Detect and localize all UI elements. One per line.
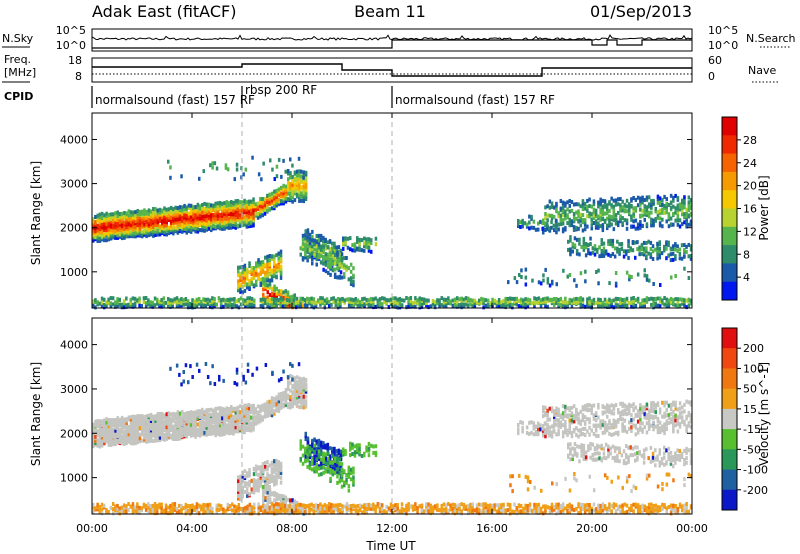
colorbar-tick-label: 100: [743, 362, 764, 375]
cpid-segment-label: normalsound (fast) 157 RF: [95, 93, 255, 107]
nsearch-label: N.Search: [746, 32, 796, 45]
colorbar-swatch: [722, 226, 737, 246]
colorbar-swatch: [722, 153, 737, 173]
noise-left-tick-top: 10^5: [56, 24, 86, 37]
x-tick-label: 08:00: [276, 522, 308, 535]
colorbar-swatch: [722, 281, 737, 301]
colorbar-tick-label: -100: [743, 464, 768, 477]
y-tick-label: 3000: [60, 178, 88, 191]
y-tick-label: 4000: [60, 339, 88, 352]
noise-sky-line: [91, 34, 693, 41]
colorbar-swatch: [722, 190, 737, 209]
freq-left-tick-bottom: 8: [75, 70, 82, 83]
x-axis-label: Time UT: [365, 539, 416, 553]
nsky-label: N.Sky: [2, 32, 34, 45]
colorbar-tick-label: 8: [743, 248, 750, 261]
colorbar-swatch: [722, 117, 737, 136]
freq-line: [92, 63, 692, 77]
velocity-colorbar-frame: [721, 327, 738, 511]
cpid-segment-label: normalsound (fast) 157 RF: [395, 93, 555, 107]
beam-label: Beam 11: [354, 2, 426, 21]
x-tick-label: 00:00: [676, 522, 708, 535]
colorbar-tick-label: 12: [743, 225, 757, 238]
cpid-label: CPID: [4, 90, 33, 103]
colorbar-tick-label: -15: [743, 423, 761, 436]
nave-right-tick-bottom: 0: [708, 70, 715, 83]
y-tick-label: 1000: [60, 472, 88, 485]
y-tick-label: 2000: [60, 427, 88, 440]
velocity-ylabel: Slant Range [km]: [29, 362, 43, 466]
cpid-segment-label: rbsp 200 RF: [245, 83, 317, 97]
x-tick-label: 12:00: [376, 522, 408, 535]
colorbar-swatch: [722, 263, 737, 283]
velocity-heatmap-cells: [92, 362, 693, 516]
colorbar-swatch: [722, 348, 737, 369]
colorbar-swatch: [722, 171, 737, 191]
colorbar-tick-label: -200: [743, 484, 768, 497]
freq-label: Freq.: [4, 53, 31, 66]
nave-right-tick-top: 60: [708, 54, 722, 67]
nave-label: Nave: [748, 64, 776, 77]
y-tick-label: 1000: [60, 266, 88, 279]
noise-search-line: [92, 39, 692, 49]
colorbar-swatch: [722, 208, 737, 228]
x-tick-label: 00:00: [76, 522, 108, 535]
y-tick-label: 4000: [60, 133, 88, 146]
colorbar-swatch: [722, 135, 737, 155]
velocity-colorbar-label: Velocity [m s^-1]: [757, 362, 771, 466]
freq-unit-label: [MHz]: [4, 66, 36, 79]
plot-title: Adak East (fitACF): [92, 2, 236, 21]
colorbar-swatch: [722, 388, 737, 410]
colorbar-tick-label: 24: [743, 157, 757, 170]
x-tick-label: 20:00: [576, 522, 608, 535]
power-colorbar: [721, 116, 738, 301]
colorbar-swatch: [722, 245, 737, 264]
colorbar-swatch: [722, 368, 737, 390]
colorbar-tick-label: 28: [743, 134, 757, 147]
date-label: 01/Sep/2013: [590, 2, 692, 21]
power-heatmap-cells: [92, 155, 693, 310]
noise-left-tick-bottom: 10^0: [56, 39, 86, 52]
power-colorbar-label: Power [dB]: [757, 175, 771, 240]
y-tick-label: 2000: [60, 222, 88, 235]
colorbar-tick-label: 15: [743, 403, 757, 416]
colorbar-tick-label: -50: [743, 443, 761, 456]
colorbar-tick-label: 4: [743, 271, 750, 284]
velocity-colorbar: [721, 327, 738, 511]
freq-panel-frame: [91, 57, 693, 83]
colorbar-tick-label: 16: [743, 203, 757, 216]
colorbar-swatch: [722, 449, 737, 470]
colorbar-swatch: [722, 429, 737, 450]
colorbar-tick-label: 200: [743, 342, 764, 355]
colorbar-tick-label: 50: [743, 383, 757, 396]
noise-right-tick-bottom: 10^0: [708, 39, 738, 52]
noise-right-tick-top: 10^5: [708, 24, 738, 37]
colorbar-swatch: [722, 328, 737, 349]
colorbar-swatch: [722, 489, 737, 511]
freq-left-tick-top: 18: [68, 54, 82, 67]
x-tick-label: 04:00: [176, 522, 208, 535]
power-ylabel: Slant Range [km]: [29, 161, 43, 265]
colorbar-tick-label: 20: [743, 180, 757, 193]
colorbar-swatch: [722, 469, 737, 491]
colorbar-swatch: [722, 408, 737, 430]
y-tick-label: 3000: [60, 383, 88, 396]
x-tick-label: 16:00: [476, 522, 508, 535]
